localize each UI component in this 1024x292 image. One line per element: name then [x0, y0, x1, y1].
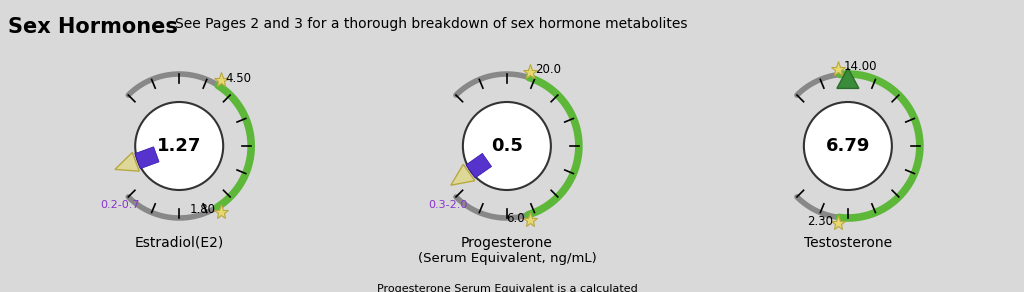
Text: Testosterone: Testosterone [804, 236, 892, 250]
Polygon shape [451, 164, 475, 185]
Text: Progesterone Serum Equivalent is a calculated: Progesterone Serum Equivalent is a calcu… [377, 284, 637, 292]
Text: 0.5: 0.5 [490, 137, 523, 155]
Text: 14.00: 14.00 [844, 60, 877, 73]
Text: (Serum Equivalent, ng/mL): (Serum Equivalent, ng/mL) [418, 252, 596, 265]
Polygon shape [135, 147, 159, 169]
Text: 0.3-2.0: 0.3-2.0 [428, 200, 467, 210]
Text: 4.50: 4.50 [225, 72, 252, 84]
Text: 6.79: 6.79 [825, 137, 870, 155]
Text: Progesterone: Progesterone [461, 236, 553, 250]
Text: 2.30: 2.30 [808, 215, 834, 228]
Circle shape [463, 102, 551, 190]
Text: 1.80: 1.80 [189, 204, 216, 216]
Text: 6.0: 6.0 [507, 212, 525, 225]
Circle shape [804, 102, 892, 190]
Text: 20.0: 20.0 [536, 63, 561, 76]
Polygon shape [837, 68, 859, 88]
Text: See Pages 2 and 3 for a thorough breakdown of sex hormone metabolites: See Pages 2 and 3 for a thorough breakdo… [175, 17, 687, 31]
Text: Estradiol(E2): Estradiol(E2) [134, 236, 224, 250]
Polygon shape [466, 153, 492, 178]
Circle shape [135, 102, 223, 190]
Polygon shape [115, 152, 139, 171]
Text: Sex Hormones: Sex Hormones [8, 17, 178, 37]
Text: 0.2-0.7: 0.2-0.7 [100, 200, 139, 210]
Text: 1.27: 1.27 [157, 137, 202, 155]
